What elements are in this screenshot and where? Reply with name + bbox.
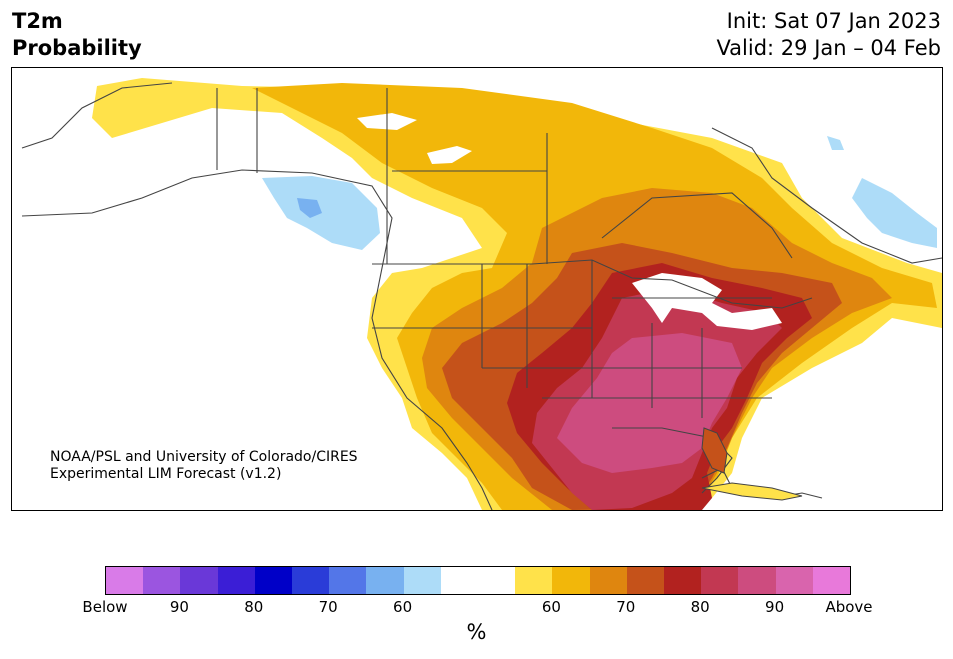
hudson-bay-island-2 <box>427 146 472 164</box>
colorbar-swatch <box>106 567 144 594</box>
valid-range: Valid: 29 Jan – 04 Feb <box>716 36 941 60</box>
credit-text: NOAA/PSL and University of Colorado/CIRE… <box>50 449 358 483</box>
colorbar-swatch <box>329 567 367 594</box>
cold-70-region-west <box>297 198 322 218</box>
colorbar-swatch <box>292 567 330 594</box>
colorbar-swatch <box>589 567 627 594</box>
colorbar-tick-label: Above <box>825 598 873 616</box>
colorbar-swatch <box>738 567 776 594</box>
colorbar <box>105 566 851 595</box>
init-date: Init: Sat 07 Jan 2023 <box>726 9 941 33</box>
colorbar-tick-label: 60 <box>541 598 561 616</box>
colorbar-swatch <box>143 567 181 594</box>
great-lakes <box>632 273 782 330</box>
colorbar-tick-label: 80 <box>244 598 264 616</box>
colorbar-tick-label: 70 <box>318 598 338 616</box>
florida <box>701 427 728 474</box>
colorbar-tick-label: 90 <box>169 598 189 616</box>
colorbar-swatch <box>552 567 590 594</box>
title-variable: T2m <box>12 9 63 33</box>
colorbar-swatch <box>440 567 479 594</box>
colorbar-unit: % <box>466 620 487 644</box>
cuba <box>701 482 803 501</box>
colorbar-swatch <box>180 567 218 594</box>
credit-line-2: Experimental LIM Forecast (v1.2) <box>50 466 282 482</box>
colorbar-swatch <box>664 567 702 594</box>
political-borders <box>21 82 942 510</box>
colorbar-tick-label: 90 <box>765 598 785 616</box>
cold-60-region-labrador <box>827 136 844 150</box>
colorbar-swatch <box>254 567 293 594</box>
colorbar-swatch <box>366 567 404 594</box>
colorbar-tick-label: Below <box>82 598 128 616</box>
cold-60-region-east <box>852 178 937 248</box>
probability-map: NOAA/PSL and University of Colorado/CIRE… <box>11 67 943 511</box>
colorbar-ticks: Below 90 80 70 60 60 70 80 90 Above <box>82 598 872 620</box>
colorbar-swatch <box>478 567 516 594</box>
colorbar-swatch <box>626 567 665 594</box>
map-svg <box>21 78 942 510</box>
colorbar-swatch <box>217 567 255 594</box>
colorbar-swatch <box>403 567 441 594</box>
colorbar-swatch <box>812 567 851 594</box>
colorbar-tick-label: 80 <box>690 598 710 616</box>
credit-line-1: NOAA/PSL and University of Colorado/CIRE… <box>50 449 358 465</box>
title-block: T2m Probability <box>12 8 142 62</box>
colorbar-swatch <box>515 567 553 594</box>
title-probability: Probability <box>12 36 142 60</box>
colorbar-tick-label: 60 <box>393 598 413 616</box>
colorbar-tick-label: 70 <box>616 598 636 616</box>
colorbar-swatch <box>701 567 739 594</box>
colorbar-swatch <box>775 567 813 594</box>
forecast-info: Init: Sat 07 Jan 2023 Valid: 29 Jan – 04… <box>716 8 941 62</box>
